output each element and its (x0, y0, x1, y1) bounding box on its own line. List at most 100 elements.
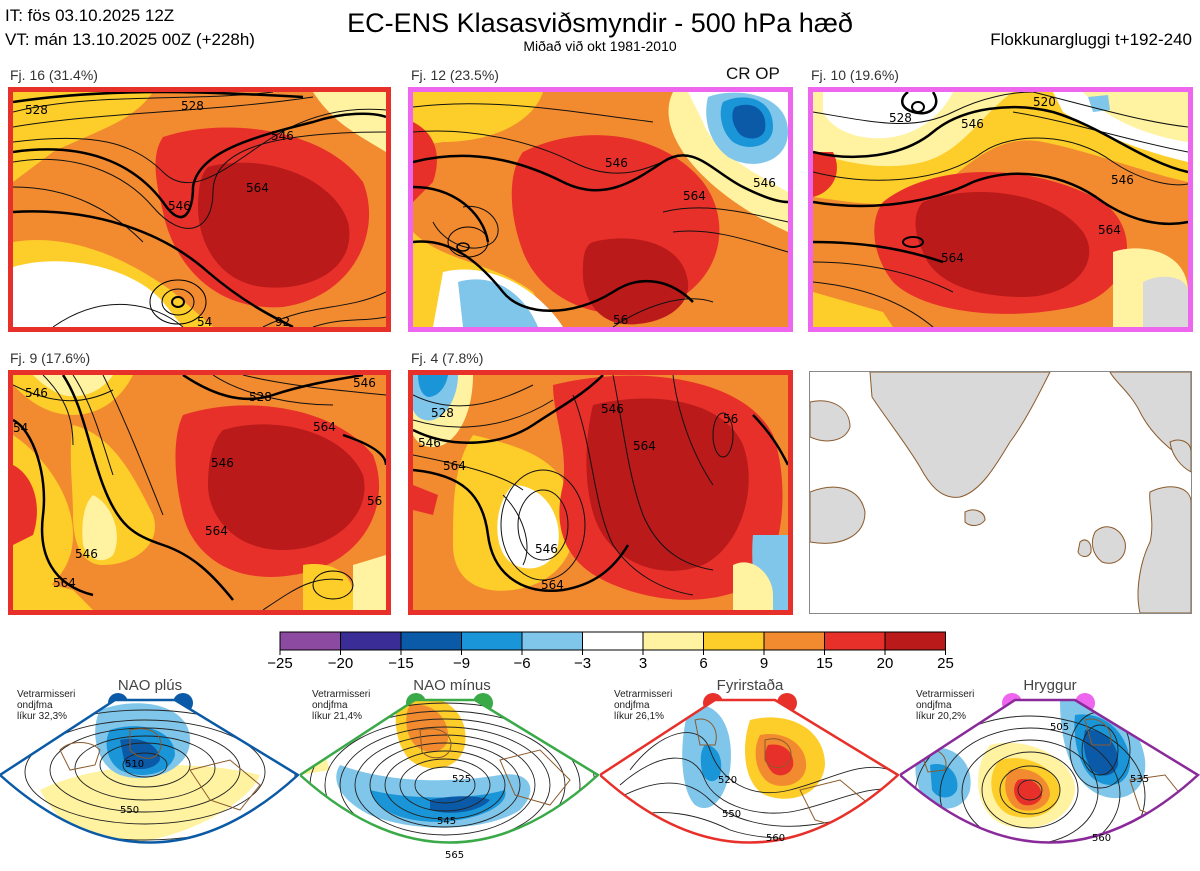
regime-3-contour-label: 550 (722, 809, 741, 820)
map-panel-2: 546 564 546 56 (408, 87, 793, 332)
regime-1-note-line: líkur 32,3% (17, 711, 68, 722)
panel-5-contour-label: 56 (723, 412, 738, 426)
panel-4-contour-label: 564 (313, 420, 336, 434)
regime-3-note-line: líkur 26,1% (614, 711, 665, 722)
colorbar-swatch (521, 631, 583, 651)
panel-2-contour-label: 546 (605, 156, 628, 170)
panel-5-contour-label: 546 (418, 436, 441, 450)
panel-1-contour-label: 92 (275, 315, 290, 327)
regime-2-contour-label: 525 (452, 774, 471, 785)
panel-1-label: Fj. 16 (31.4%) (10, 67, 98, 83)
panel-1-contour-label: 546 (168, 199, 191, 213)
panel-1-contour-label: 528 (181, 99, 204, 113)
regime-3-title: Fyrirstaða (716, 677, 784, 694)
panel-4-label: Fj. 9 (17.6%) (10, 350, 91, 366)
panel-4-contour-label: 546 (25, 386, 48, 400)
panel-2-contour-label: 546 (753, 176, 776, 190)
regime-4-contour-label: 505 (1050, 722, 1069, 733)
regime-3-note-line: ondjfma (614, 700, 650, 711)
panel-4-contour-label: 546 (75, 547, 98, 561)
colorbar-swatch (461, 631, 523, 651)
valid-time: VT: mán 13.10.2025 00Z (+228h) (5, 30, 255, 49)
panel-4-contour-label: 564 (53, 576, 76, 590)
panel-4-contour-label: 546 (353, 376, 376, 390)
map-panel-5: 528 546 564 546 564 546 564 56 (408, 370, 793, 615)
initial-time: IT: fös 03.10.2025 12Z (5, 6, 175, 25)
page-subtitle: Miðað við okt 1981-2010 (523, 38, 677, 54)
panel-1-contour-label: 54 (197, 315, 212, 327)
map-panel-4: 546 528 546 564 546 564 546 564 56 54 (8, 370, 391, 615)
panel-5-contour-label: 564 (541, 578, 564, 592)
colorbar-swatch (824, 631, 886, 651)
regime-1-note: Vetrarmisseri ondjfma líkur 32,3% (17, 689, 75, 722)
colorbar-tick-label: 3 (638, 655, 648, 672)
panel-4-contour-label: 528 (249, 390, 272, 404)
panel-2-contour-label: 564 (683, 189, 706, 203)
regime-2-note-line: líkur 21,4% (312, 711, 363, 722)
regime-4-note-line: ondjfma (916, 700, 952, 711)
regime-4-contour-label: 535 (1130, 774, 1149, 785)
colorbar-tick-label: −25 (267, 655, 293, 672)
regime-2-map: 525 545 565 (300, 698, 600, 861)
regime-2-contour-label: 565 (445, 850, 464, 861)
colorbar-tick-label: 9 (759, 655, 769, 672)
panel-5-label: Fj. 4 (7.8%) (411, 350, 484, 366)
regime-4-note-line: líkur 20,2% (916, 711, 967, 722)
colorbar-swatch (340, 631, 402, 651)
regime-1-note-line: Vetrarmisseri (17, 689, 76, 700)
page-title: EC-ENS Klasasviðsmyndir - 500 hPa hæð (347, 8, 853, 38)
regime-2-note-line: Vetrarmisseri (312, 689, 371, 700)
panel-2-label: Fj. 12 (23.5%) (411, 67, 499, 83)
colorbar-tick-label: 15 (816, 655, 833, 672)
regime-3-note: Vetrarmisseri ondjfma líkur 26,1% (614, 689, 672, 722)
colorbar-tick-label: 6 (699, 655, 708, 672)
panel-4-contour-label: 546 (211, 456, 234, 470)
regime-4-note-line: Vetrarmisseri (916, 689, 975, 700)
classification-window: Flokkunargluggi t+192-240 (990, 30, 1192, 49)
regime-2-contour-label: 545 (437, 816, 456, 827)
panel-1-contour-label: 564 (246, 181, 269, 195)
panel-1-contour-label: 528 (25, 103, 48, 117)
colorbar-swatch (642, 631, 704, 651)
regime-4-map: 505 535 560 (900, 698, 1200, 844)
regime-4-note: Vetrarmisseri ondjfma líkur 20,2% (916, 689, 974, 722)
colorbar-swatch (763, 631, 825, 651)
panel-4-contour-label: 54 (13, 421, 28, 435)
panel-2-tag: CR OP (726, 64, 780, 83)
colorbar-tick-label: 20 (876, 655, 894, 672)
colorbar-tick-label: −6 (513, 655, 531, 672)
regime-4-contour-label: 560 (1092, 833, 1111, 844)
colorbar-swatch (279, 631, 341, 651)
regime-1-note-line: ondjfma (17, 700, 53, 711)
panel-5-contour-label: 528 (431, 406, 454, 420)
panel-3-contour-label: 528 (889, 111, 912, 125)
colorbar-tick-label: −20 (327, 655, 354, 672)
colorbar (279, 631, 946, 655)
regime-1-title: NAO plús (117, 677, 183, 694)
regime-2-title: NAO mínus (413, 677, 491, 694)
regime-1-map: 510 550 (0, 698, 300, 844)
colorbar-swatch (582, 631, 644, 651)
regime-2-note-line: ondjfma (312, 700, 348, 711)
panel-5-contour-label: 564 (443, 459, 466, 473)
panel-3-label: Fj. 10 (19.6%) (811, 67, 899, 83)
colorbar-tick-label: −9 (452, 655, 471, 672)
regime-2-note: Vetrarmisseri ondjfma líkur 21,4% (312, 689, 370, 722)
panel-3-contour-label: 564 (941, 251, 964, 265)
colorbar-tick-label: −15 (388, 655, 414, 672)
colorbar-tick-label: 25 (937, 655, 954, 672)
colorbar-swatch (884, 631, 946, 651)
regime-1-contour-label: 550 (120, 805, 139, 816)
panel-3-contour-label: 546 (961, 117, 984, 131)
panel-5-contour-label: 564 (633, 439, 656, 453)
map-panel-3: 528 546 520 546 564 564 (808, 87, 1193, 332)
panel-5-contour-label: 546 (601, 402, 624, 416)
regime-3-contour-label: 520 (718, 775, 737, 786)
regime-4-title: Hryggur (1023, 677, 1077, 694)
colorbar-swatch (400, 631, 462, 651)
colorbar-tick-label: −3 (573, 655, 592, 672)
regime-3-map: 520 550 560 (600, 698, 900, 844)
panel-3-contour-label: 546 (1111, 173, 1134, 187)
colorbar-ticks (279, 650, 946, 655)
panel-3-contour-label: 564 (1098, 223, 1121, 237)
